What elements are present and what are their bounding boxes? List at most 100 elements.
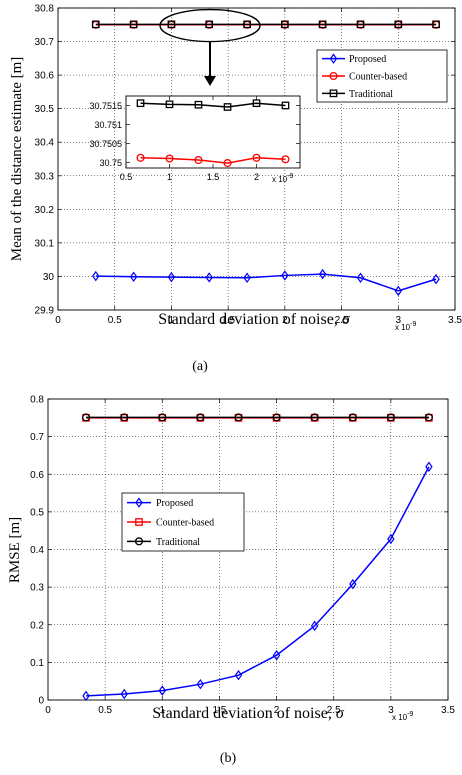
data-point bbox=[205, 272, 213, 283]
y-tick-label: 0 bbox=[38, 696, 44, 707]
inset-data-point bbox=[252, 153, 261, 162]
inset-data-point bbox=[223, 159, 232, 168]
data-point bbox=[281, 270, 289, 281]
inset-plot-area bbox=[126, 96, 300, 168]
chart-b: 0 0.5 1 1.5 2 2.5 3 3.5 0 0.1 0.2 0.3 0.4 0.5 0.6 0.7 0.… bbox=[7, 395, 455, 767]
x-multiplier: x 10-9 bbox=[392, 711, 413, 722]
x-tick-label: 2.5 bbox=[327, 705, 341, 716]
data-point bbox=[424, 413, 433, 422]
series-proposed bbox=[82, 461, 433, 702]
inset-data-point bbox=[165, 100, 174, 109]
data-point bbox=[425, 461, 433, 472]
x-tick-label: 0 bbox=[45, 705, 51, 716]
inset-series-line bbox=[140, 102, 286, 108]
inset-data-point bbox=[223, 103, 232, 111]
inset-y-tick-label: 30.75 bbox=[99, 158, 122, 168]
inset-series-counter-based bbox=[136, 153, 290, 168]
y-tick-label: 30.6 bbox=[35, 71, 55, 82]
x-axis-label: Standard deviation of noise, σ bbox=[152, 705, 345, 722]
data-point bbox=[432, 20, 440, 29]
zoom-arrow-head bbox=[204, 76, 216, 86]
figure-caption: (a) bbox=[192, 359, 208, 374]
data-point bbox=[158, 413, 167, 422]
legend-label: Proposed bbox=[349, 54, 386, 65]
inset-x-tick-label: 0.5 bbox=[120, 172, 133, 182]
data-point bbox=[234, 413, 243, 422]
inset-data-point bbox=[252, 99, 261, 108]
inset-data-point bbox=[281, 155, 290, 164]
x-tick-label: 1.5 bbox=[221, 315, 235, 326]
data-point bbox=[167, 271, 176, 283]
y-tick-label: 30.3 bbox=[35, 171, 55, 182]
data-point bbox=[394, 285, 403, 297]
legend-key-marker bbox=[329, 53, 338, 64]
x-tick-label: 0.5 bbox=[108, 315, 122, 326]
series-line bbox=[95, 273, 437, 292]
y-tick-label: 0.8 bbox=[30, 395, 44, 406]
series-traditional bbox=[91, 20, 440, 29]
inset-data-point bbox=[194, 100, 203, 109]
x-tick-label: 2.5 bbox=[335, 315, 349, 326]
legend-label: Counter-based bbox=[156, 518, 214, 529]
inset-y-tick-label: 30.751 bbox=[94, 120, 122, 130]
inset-x-tick-label: 1 bbox=[167, 172, 172, 182]
x-tick-label: 3 bbox=[388, 705, 394, 716]
x-tick-label: 1 bbox=[160, 705, 166, 716]
data-point bbox=[82, 690, 90, 702]
x-tick-label: 0.5 bbox=[98, 705, 112, 716]
inset-data-point bbox=[136, 153, 145, 162]
axes-box bbox=[57, 7, 456, 311]
inset-data-point bbox=[281, 101, 290, 110]
y-tick-label: 30.7 bbox=[35, 37, 55, 48]
x-tick-label: 3 bbox=[396, 315, 402, 326]
data-point bbox=[349, 578, 357, 590]
data-point bbox=[158, 685, 167, 696]
data-point bbox=[310, 620, 319, 632]
data-point bbox=[348, 413, 357, 422]
data-point bbox=[318, 20, 327, 29]
data-point bbox=[356, 272, 365, 284]
y-tick-label: 0.6 bbox=[30, 470, 44, 481]
x-tick-label: 0 bbox=[55, 315, 61, 326]
data-point bbox=[356, 20, 365, 29]
y-tick-label: 0.1 bbox=[30, 658, 44, 669]
y-axis-label: Mean of the distance estimate [m] bbox=[9, 57, 25, 262]
data-point bbox=[92, 270, 100, 282]
y-tick-label: 0.3 bbox=[30, 583, 44, 594]
series-proposed bbox=[92, 268, 440, 297]
legend-key-marker bbox=[134, 537, 144, 546]
x-tick-label: 2 bbox=[274, 705, 280, 716]
inset-y-tick-label: 30.7515 bbox=[89, 101, 122, 111]
inset-series-traditional bbox=[136, 99, 290, 111]
data-point bbox=[394, 20, 403, 29]
data-point bbox=[196, 678, 205, 690]
data-point bbox=[129, 271, 138, 283]
y-tick-label: 0.7 bbox=[30, 432, 44, 443]
data-point bbox=[387, 533, 395, 545]
axes-box bbox=[47, 398, 449, 701]
y-tick-label: 29.9 bbox=[35, 306, 55, 317]
y-tick-label: 30 bbox=[43, 272, 55, 283]
x-tick-label: 1 bbox=[169, 315, 175, 326]
data-point bbox=[243, 20, 251, 29]
data-point bbox=[272, 413, 281, 422]
data-point bbox=[281, 20, 289, 29]
data-point bbox=[243, 272, 251, 284]
data-point bbox=[272, 649, 281, 661]
legend-key-marker bbox=[329, 89, 338, 98]
legend-label: Counter-based bbox=[349, 72, 407, 83]
y-tick-label: 0.2 bbox=[30, 620, 44, 631]
inset-x-multiplier: x 10-9 bbox=[272, 173, 293, 184]
data-point bbox=[386, 413, 395, 422]
data-point bbox=[205, 20, 214, 29]
x-tick-label: 2 bbox=[282, 315, 288, 326]
y-tick-label: 0.4 bbox=[30, 545, 44, 556]
data-point bbox=[318, 268, 327, 280]
legend-label: Traditional bbox=[156, 537, 200, 548]
data-point bbox=[82, 413, 91, 422]
y-tick-label: 30.4 bbox=[35, 138, 55, 149]
data-point bbox=[120, 688, 128, 700]
y-tick-label: 30.2 bbox=[35, 205, 55, 216]
data-point bbox=[129, 20, 138, 29]
